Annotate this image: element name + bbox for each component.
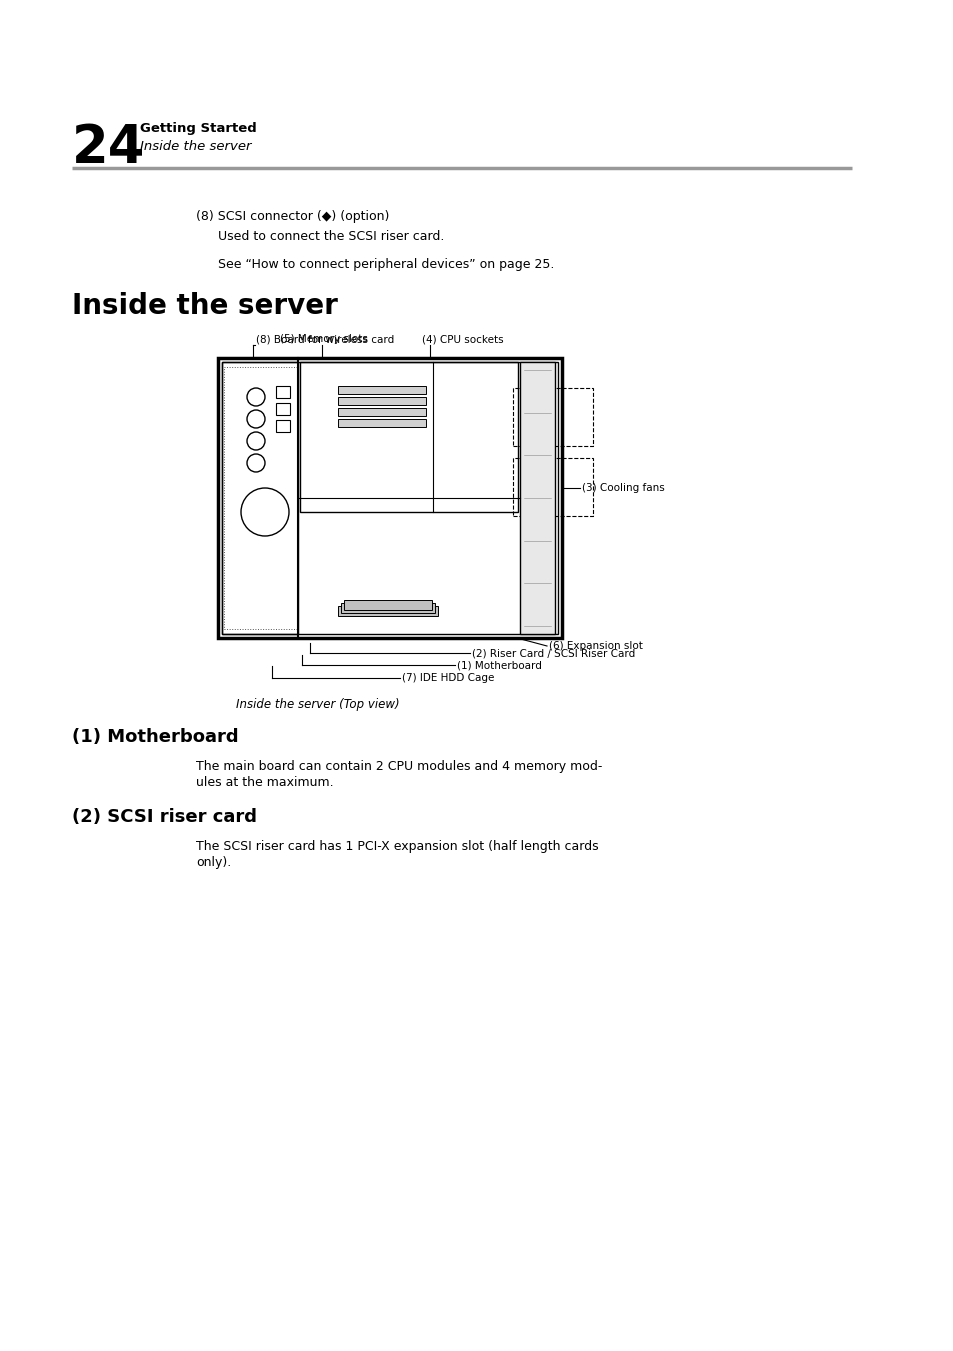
Text: only).: only). bbox=[195, 857, 231, 869]
Bar bbox=[337, 419, 426, 427]
Text: The SCSI riser card has 1 PCI-X expansion slot (half length cards: The SCSI riser card has 1 PCI-X expansio… bbox=[195, 840, 598, 852]
Text: Inside the server: Inside the server bbox=[140, 141, 252, 153]
Text: Inside the server (Top view): Inside the server (Top view) bbox=[235, 698, 399, 711]
Bar bbox=[340, 603, 435, 613]
Bar bbox=[337, 397, 426, 405]
Bar bbox=[224, 367, 296, 630]
Bar bbox=[519, 362, 555, 634]
Text: See “How to connect peripheral devices” on page 25.: See “How to connect peripheral devices” … bbox=[218, 258, 554, 272]
Text: (5) Memory slots: (5) Memory slots bbox=[280, 334, 368, 345]
Bar bbox=[275, 403, 290, 415]
Bar bbox=[337, 408, 426, 416]
Text: (6) Expansion slot: (6) Expansion slot bbox=[548, 640, 642, 651]
Bar bbox=[275, 420, 290, 432]
Text: (8) Board for wireless card: (8) Board for wireless card bbox=[255, 334, 394, 345]
Bar bbox=[344, 600, 432, 611]
Text: (7) IDE HDD Cage: (7) IDE HDD Cage bbox=[401, 673, 494, 684]
Text: Getting Started: Getting Started bbox=[140, 122, 256, 135]
Text: Inside the server: Inside the server bbox=[71, 292, 337, 320]
Bar bbox=[337, 386, 426, 394]
Bar bbox=[222, 362, 297, 634]
Bar bbox=[513, 458, 593, 516]
Text: (8) SCSI connector (◆) (option): (8) SCSI connector (◆) (option) bbox=[195, 209, 389, 223]
Bar bbox=[218, 358, 561, 638]
Bar bbox=[299, 362, 517, 512]
Bar bbox=[275, 386, 290, 399]
Text: (2) SCSI riser card: (2) SCSI riser card bbox=[71, 808, 256, 825]
Text: (2) Riser Card / SCSI Riser Card: (2) Riser Card / SCSI Riser Card bbox=[472, 648, 635, 658]
Text: (1) Motherboard: (1) Motherboard bbox=[71, 728, 238, 746]
Text: (1) Motherboard: (1) Motherboard bbox=[456, 661, 541, 670]
Text: Used to connect the SCSI riser card.: Used to connect the SCSI riser card. bbox=[218, 230, 444, 243]
Text: 24: 24 bbox=[71, 122, 145, 174]
Bar bbox=[337, 607, 437, 616]
Text: The main board can contain 2 CPU modules and 4 memory mod-: The main board can contain 2 CPU modules… bbox=[195, 761, 601, 773]
Text: (4) CPU sockets: (4) CPU sockets bbox=[421, 334, 503, 345]
Text: ules at the maximum.: ules at the maximum. bbox=[195, 775, 334, 789]
Bar bbox=[222, 362, 558, 634]
Bar bbox=[513, 388, 593, 446]
Text: (3) Cooling fans: (3) Cooling fans bbox=[581, 484, 664, 493]
